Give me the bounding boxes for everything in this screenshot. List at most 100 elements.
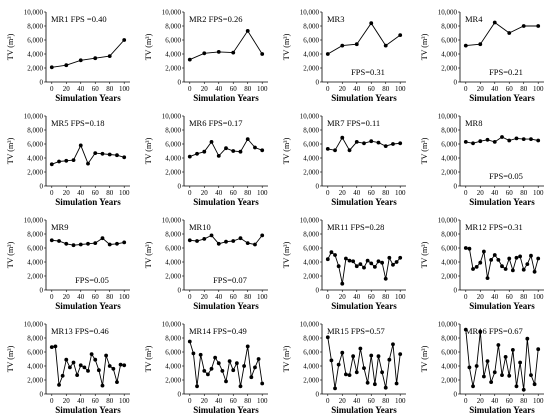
y-tick-label: 6,000 (441, 348, 457, 356)
data-point (260, 233, 265, 238)
data-point (467, 246, 472, 251)
y-tick-label: 0 (178, 390, 182, 398)
data-point (64, 158, 69, 163)
data-point (115, 241, 119, 246)
x-tick-label: 20 (201, 85, 209, 93)
x-tick-label: 40 (77, 189, 85, 197)
panel-mr15: 0 2,000 4,000 6,000 8,000 10,000 0 20 40 60 80 100S… (282, 320, 406, 414)
x-axis-title: Simulation Years (55, 301, 121, 311)
data-point (387, 357, 392, 362)
data-point (391, 142, 395, 146)
data-point (82, 365, 87, 370)
data-point (347, 258, 352, 263)
x-tick-label: 80 (106, 85, 114, 93)
y-tick-label: 6,000 (165, 36, 181, 44)
panel-mr2: 0 2,000 4,000 6,000 8,000 10,000 0 20 40 60 80 100S… (144, 8, 268, 103)
data-point (107, 152, 112, 157)
data-point (93, 357, 98, 362)
y-tick-label: 8,000 (165, 230, 181, 238)
panel-label: MR7 FPS=0.11 (327, 118, 380, 128)
y-tick-label: 8,000 (303, 126, 319, 134)
data-point (333, 386, 337, 391)
x-tick-label: 20 (63, 189, 71, 197)
panel-mr13: 0 2,000 4,000 6,000 8,000 10,000 0 20 40 60 80 100S… (6, 320, 130, 414)
x-tick-label: 100 (533, 397, 544, 405)
x-tick-label: 20 (201, 293, 209, 301)
data-point (489, 380, 494, 384)
y-axis-title: TV (m³) (420, 137, 429, 164)
y-axis-title: TV (m³) (420, 241, 429, 268)
panel-mr11: 0 2,000 4,000 6,000 8,000 10,000 0 20 40 60 80 100S… (282, 216, 406, 311)
series-line (51, 345, 125, 386)
data-point (521, 387, 526, 392)
x-tick-label: 60 (92, 189, 100, 197)
y-tick-label: 0 (40, 286, 44, 294)
data-point (376, 259, 381, 264)
y-axis-title: TV (m³) (282, 33, 291, 60)
data-point (325, 335, 330, 340)
data-point (336, 264, 341, 269)
data-point (93, 56, 98, 61)
x-tick-label: 20 (339, 85, 347, 93)
data-point (238, 236, 243, 241)
data-point (391, 262, 395, 267)
data-point (202, 369, 207, 373)
data-point (467, 365, 472, 370)
data-point (507, 373, 512, 378)
panel-mr6: 0 2,000 4,000 6,000 8,000 10,000 0 20 40 60 80 100S… (144, 112, 268, 207)
y-tick-label: 2,000 (27, 272, 43, 280)
data-point (122, 38, 127, 42)
x-tick-label: 0 (50, 293, 54, 301)
data-point (478, 329, 483, 334)
data-point (64, 357, 69, 362)
data-point (507, 256, 512, 261)
y-tick-label: 4,000 (165, 362, 181, 370)
x-axis-title: Simulation Years (469, 93, 535, 103)
x-tick-label: 20 (477, 293, 485, 301)
data-point (398, 141, 403, 146)
series-line (51, 39, 125, 68)
y-tick-label: 2,000 (303, 168, 319, 176)
data-point (107, 364, 112, 368)
x-tick-label: 20 (477, 189, 485, 197)
data-point (532, 269, 537, 274)
y-tick-label: 0 (178, 286, 182, 294)
x-tick-label: 80 (106, 397, 114, 405)
x-axis-title: Simulation Years (55, 197, 121, 207)
data-point (376, 354, 381, 359)
data-point (187, 57, 192, 62)
x-tick-label: 100 (119, 189, 130, 197)
x-axis-title: Simulation Years (55, 405, 121, 414)
panel-label: MR15 FPS=0.57 (327, 326, 385, 336)
data-point (329, 358, 334, 363)
data-point (383, 144, 388, 149)
x-tick-label: 40 (77, 293, 85, 301)
x-tick-label: 60 (506, 189, 514, 197)
x-tick-label: 60 (230, 397, 238, 405)
y-tick-label: 6,000 (303, 348, 319, 356)
data-point (245, 241, 250, 246)
data-point (376, 140, 381, 145)
x-tick-label: 0 (188, 293, 192, 301)
x-tick-label: 80 (244, 85, 252, 93)
data-point (71, 243, 76, 248)
panel-label: MR4 (465, 14, 483, 24)
x-tick-label: 20 (339, 397, 347, 405)
x-tick-label: 80 (382, 293, 390, 301)
data-point (340, 43, 345, 48)
data-point (195, 239, 199, 243)
y-tick-label: 8,000 (165, 126, 181, 134)
data-point (93, 241, 98, 246)
data-point (57, 239, 61, 243)
panel-mr5: 0 2,000 4,000 6,000 8,000 10,000 0 20 40 60 80 100S… (6, 112, 130, 207)
data-point (100, 236, 105, 241)
data-point (463, 43, 468, 48)
x-tick-label: 80 (244, 293, 252, 301)
data-point (64, 63, 69, 68)
y-tick-label: 8,000 (303, 22, 319, 30)
data-point (187, 154, 192, 159)
y-tick-label: 4,000 (303, 154, 319, 162)
x-tick-label: 40 (353, 293, 361, 301)
data-point (256, 357, 261, 361)
data-point (496, 343, 501, 347)
